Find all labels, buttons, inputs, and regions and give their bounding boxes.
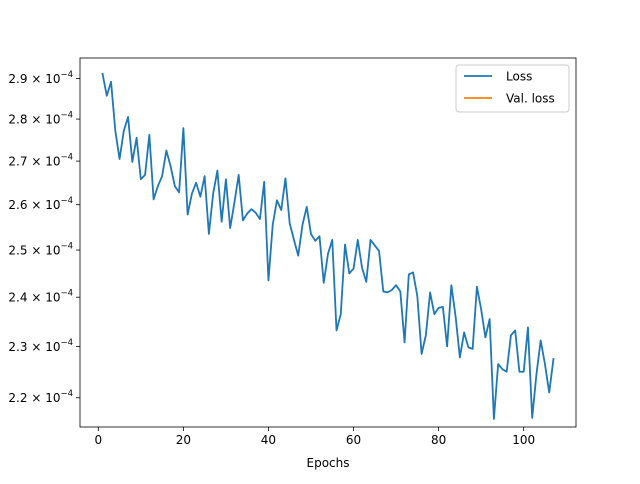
y-tick-exponent: −4 <box>60 289 73 299</box>
x-tick-label: 0 <box>94 433 102 447</box>
y-tick-label: 2.4 × 10−4 <box>8 289 73 305</box>
y-tick-mantissa: 2.2 <box>8 391 27 405</box>
x-tick-label: 20 <box>176 433 191 447</box>
axes-frame <box>79 57 577 428</box>
y-tick-base: 10 <box>45 244 60 258</box>
x-tick-label: 80 <box>431 433 446 447</box>
x-tick-label: 60 <box>346 433 361 447</box>
y-tick-mantissa: 2.7 <box>8 155 27 169</box>
y-tick-label: 2.8 × 10−4 <box>8 111 73 127</box>
y-tick-label: 2.2 × 10−4 <box>8 389 73 405</box>
y-tick-mantissa: 2.8 <box>8 113 27 127</box>
y-tick-mantissa: 2.4 <box>8 291 27 305</box>
y-tick-base: 10 <box>45 340 60 354</box>
y-tick-mantissa: 2.5 <box>8 244 27 258</box>
y-tick-base: 10 <box>45 155 60 169</box>
y-tick-exponent: −4 <box>60 196 73 206</box>
y-tick-base: 10 <box>45 391 60 405</box>
y-tick-times: × <box>28 198 46 212</box>
y-tick-times: × <box>28 291 46 305</box>
y-tick-exponent: −4 <box>60 153 73 163</box>
y-tick-exponent: −4 <box>60 111 73 121</box>
y-tick-base: 10 <box>45 113 60 127</box>
series-line-loss <box>101 72 555 420</box>
legend-label: Val. loss <box>506 92 555 106</box>
y-tick-mantissa: 2.3 <box>8 340 27 354</box>
y-tick-base: 10 <box>45 198 60 212</box>
y-tick-times: × <box>28 155 46 169</box>
y-tick-exponent: −4 <box>60 389 73 399</box>
y-tick-mantissa: 2.9 <box>8 72 27 86</box>
y-tick-times: × <box>28 113 46 127</box>
y-tick-times: × <box>28 244 46 258</box>
y-tick-label: 2.3 × 10−4 <box>8 338 73 354</box>
x-tick-label: 100 <box>512 433 535 447</box>
y-axis-ticks: 2.2 × 10−42.3 × 10−42.4 × 10−42.5 × 10−4… <box>8 70 80 405</box>
y-tick-label: 2.7 × 10−4 <box>8 153 73 169</box>
y-tick-times: × <box>28 391 46 405</box>
y-tick-base: 10 <box>45 72 60 86</box>
y-tick-label: 2.9 × 10−4 <box>8 70 73 86</box>
legend: Loss Val. loss <box>455 64 570 113</box>
y-tick-base: 10 <box>45 291 60 305</box>
plot-area <box>101 72 555 420</box>
y-tick-exponent: −4 <box>60 70 73 80</box>
y-tick-exponent: −4 <box>60 242 73 252</box>
y-tick-label: 2.6 × 10−4 <box>8 196 73 212</box>
y-tick-mantissa: 2.6 <box>8 198 27 212</box>
y-tick-label: 2.5 × 10−4 <box>8 242 73 258</box>
y-tick-times: × <box>28 340 46 354</box>
y-tick-exponent: −4 <box>60 338 73 348</box>
legend-label: Loss <box>506 70 532 84</box>
x-tick-label: 40 <box>261 433 276 447</box>
x-axis-ticks: 0 20 40 60 80 100 <box>94 427 535 447</box>
y-tick-times: × <box>28 72 46 86</box>
x-axis-label: Epochs <box>307 456 350 470</box>
